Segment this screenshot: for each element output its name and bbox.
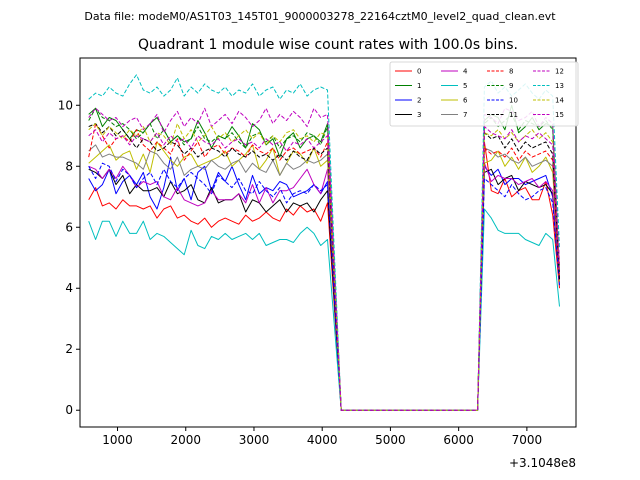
plot-frame [79, 57, 577, 428]
legend-label: 3 [417, 111, 421, 119]
legend-label: 12 [555, 68, 564, 76]
legend-label: 10 [509, 97, 518, 105]
series-line-3 [88, 168, 560, 411]
legend-label: 5 [463, 82, 467, 90]
suptitle: Data file: modeM0/AS1T03_145T01_90000032… [84, 10, 556, 23]
series-line-12 [88, 107, 560, 411]
series-line-7 [88, 144, 560, 411]
legend-label: 13 [555, 82, 564, 90]
y-tick-label: 0 [65, 403, 73, 417]
y-axis: 0 2 4 6 8 10 [58, 98, 80, 417]
legend-label: 1 [417, 82, 421, 90]
x-tick-label: 1000 [102, 433, 133, 447]
chart-title: Quadrant 1 module wise count rates with … [138, 37, 518, 53]
legend-label: 14 [555, 97, 564, 105]
x-tick-label: 3000 [239, 433, 270, 447]
legend-label: 2 [417, 97, 421, 105]
legend-label: 15 [555, 111, 564, 119]
series-line-4 [88, 162, 560, 411]
y-tick-label: 6 [65, 220, 73, 234]
series-line-9 [88, 107, 560, 411]
series-layer [88, 74, 560, 411]
legend-label: 9 [509, 82, 513, 90]
legend-label: 8 [509, 68, 513, 76]
legend-label: 4 [463, 68, 468, 76]
y-tick-label: 4 [65, 281, 73, 295]
x-axis: 1000 2000 3000 4000 5000 6000 7000 [102, 427, 542, 447]
series-line-14 [88, 123, 560, 411]
y-tick-label: 8 [65, 159, 73, 173]
y-tick-label: 10 [58, 98, 73, 112]
series-line-15 [88, 126, 560, 411]
x-tick-label: 7000 [512, 433, 543, 447]
legend-label: 11 [509, 111, 518, 119]
x-offset-label: +3.1048e8 [509, 456, 576, 470]
x-tick-label: 4000 [307, 433, 338, 447]
legend-frame [389, 61, 579, 127]
legend-label: 6 [463, 97, 468, 105]
x-tick-label: 6000 [443, 433, 474, 447]
x-tick-label: 2000 [170, 433, 201, 447]
legend-label: 0 [417, 68, 421, 76]
series-line-10 [88, 162, 560, 411]
legend-label: 7 [463, 111, 467, 119]
series-line-8 [88, 123, 560, 411]
series-line-5 [88, 208, 560, 411]
x-tick-label: 5000 [375, 433, 406, 447]
y-tick-label: 2 [65, 342, 73, 356]
